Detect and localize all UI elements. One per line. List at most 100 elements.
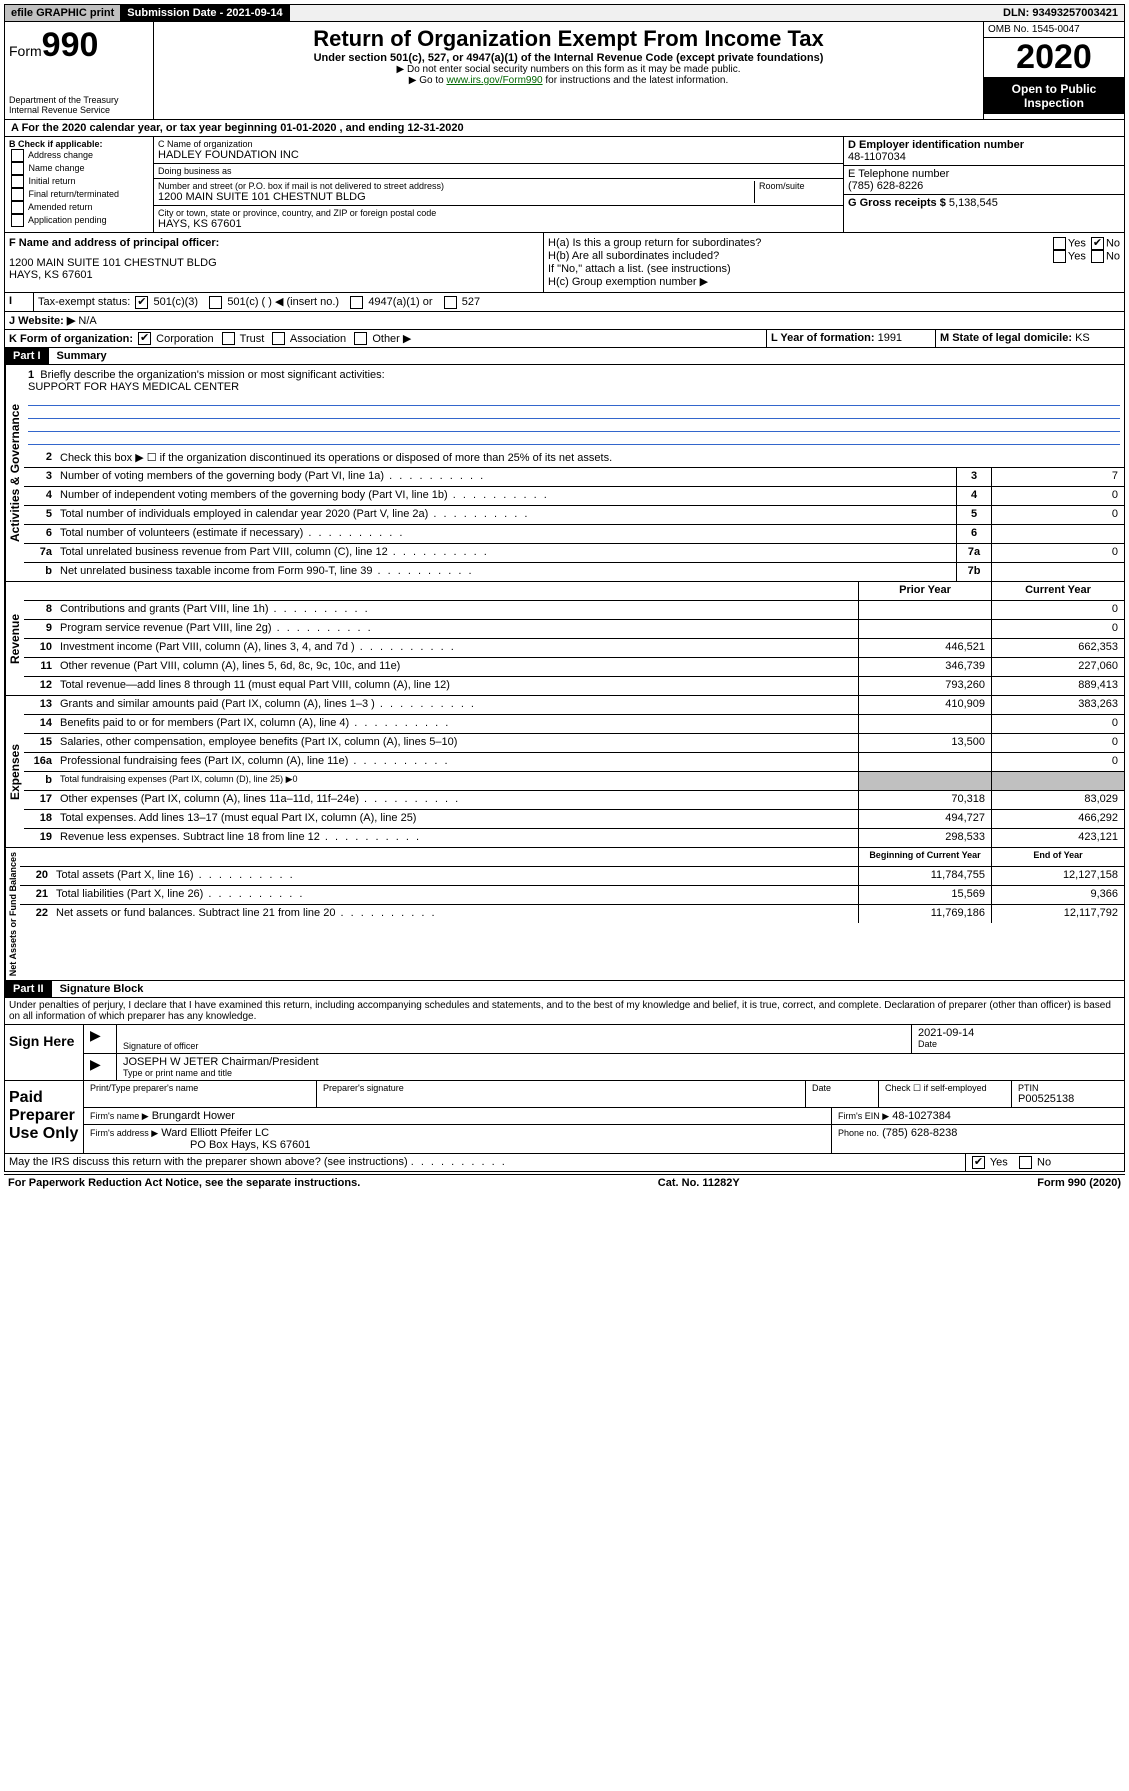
line11-prior: 346,739 [858,658,991,676]
line11-text: Other revenue (Part VIII, column (A), li… [56,658,858,676]
h-a-no-check[interactable] [1091,237,1104,250]
block-b-title: B Check if applicable: [9,139,149,149]
line19-text: Revenue less expenses. Subtract line 18 … [56,829,858,847]
prep-phone-label: Phone no. [838,1128,879,1138]
year-formation: 1991 [878,332,902,344]
part1-title: Summary [49,348,115,364]
line10-current: 662,353 [991,639,1124,657]
line8-prior [858,601,991,619]
org-name-label: C Name of organization [158,139,839,149]
line21-text: Total liabilities (Part X, line 26) [52,886,858,904]
line15-current: 0 [991,734,1124,752]
line11-current: 227,060 [991,658,1124,676]
entity-info-row: B Check if applicable: Address change Na… [4,137,1125,233]
discuss-yes-check[interactable] [972,1156,985,1169]
firm-name: Brungardt Hower [152,1110,235,1122]
line8-text: Contributions and grants (Part VIII, lin… [56,601,858,619]
check-name-change[interactable]: Name change [9,162,149,175]
check-address-change[interactable]: Address change [9,149,149,162]
line20-prior: 11,784,755 [858,867,991,885]
line13-text: Grants and similar amounts paid (Part IX… [56,696,858,714]
website-row: J Website: ▶ N/A [4,312,1125,330]
vlabel-revenue: Revenue [5,582,24,695]
ptin-label: PTIN [1018,1083,1118,1093]
check-application-pending[interactable]: Application pending [9,214,149,227]
check-corporation[interactable] [138,332,151,345]
line4-val: 0 [991,487,1124,505]
form-title: Return of Organization Exempt From Incom… [158,26,979,52]
line9-text: Program service revenue (Part VIII, line… [56,620,858,638]
line16b-text: Total fundraising expenses (Part IX, col… [56,772,858,790]
mission-text: SUPPORT FOR HAYS MEDICAL CENTER [28,381,1120,393]
sig-date: 2021-09-14 [918,1027,1118,1039]
city-label: City or town, state or province, country… [158,208,839,218]
line17-text: Other expenses (Part IX, column (A), lin… [56,791,858,809]
omb-number: OMB No. 1545-0047 [984,22,1124,38]
line14-text: Benefits paid to or for members (Part IX… [56,715,858,733]
tax-year: 2020 [984,38,1124,78]
ein-label: D Employer identification number [848,139,1120,151]
efile-label[interactable]: efile GRAPHIC print [5,5,121,21]
section-a-tax-year: A For the 2020 calendar year, or tax yea… [4,120,1125,137]
vlabel-expenses: Expenses [5,696,24,847]
vlabel-activities: Activities & Governance [5,365,24,581]
firm-ein-label: Firm's EIN ▶ [838,1111,889,1121]
line16b-prior [858,772,991,790]
part2-title: Signature Block [52,981,152,997]
line7a-text: Total unrelated business revenue from Pa… [56,544,956,562]
sign-here-section: Sign Here ▶ Signature of officer 2021-09… [4,1025,1125,1081]
check-initial-return[interactable]: Initial return [9,175,149,188]
line21-prior: 15,569 [858,886,991,904]
line1-text: Briefly describe the organization's miss… [40,369,384,381]
form-org-label: K Form of organization: [9,333,133,345]
firm-addr2: PO Box Hays, KS 67601 [90,1139,825,1151]
form990-link[interactable]: www.irs.gov/Form990 [446,75,542,86]
firm-addr: Ward Elliott Pfeifer LC [161,1127,269,1139]
line19-prior: 298,533 [858,829,991,847]
website-label: J Website: ▶ [9,315,75,327]
tax-exempt-row: I Tax-exempt status: 501(c)(3) 501(c) ( … [4,293,1125,312]
instruction-2: ▶ Go to www.irs.gov/Form990 for instruct… [158,75,979,86]
line13-prior: 410,909 [858,696,991,714]
line9-prior [858,620,991,638]
paperwork-notice: For Paperwork Reduction Act Notice, see … [8,1177,360,1189]
line12-text: Total revenue—add lines 8 through 11 (mu… [56,677,858,695]
prep-name-label: Print/Type preparer's name [90,1083,310,1093]
form-label-footer: Form 990 (2020) [1037,1177,1121,1189]
line6-text: Total number of volunteers (estimate if … [56,525,956,543]
line17-prior: 70,318 [858,791,991,809]
line17-current: 83,029 [991,791,1124,809]
officer-addr1: 1200 MAIN SUITE 101 CHESTNUT BLDG [9,257,539,269]
line8-current: 0 [991,601,1124,619]
line14-current: 0 [991,715,1124,733]
line21-current: 9,366 [991,886,1124,904]
check-final-return[interactable]: Final return/terminated [9,188,149,201]
line9-current: 0 [991,620,1124,638]
begin-year-header: Beginning of Current Year [858,848,991,866]
block-h-group: H(a) Is this a group return for subordin… [544,233,1124,292]
line5-val: 0 [991,506,1124,524]
dln-label: DLN: 93493257003421 [997,5,1124,21]
dept-label: Department of the Treasury [9,95,149,105]
check-amended-return[interactable]: Amended return [9,201,149,214]
date-label: Date [918,1039,1118,1049]
line16b-current [991,772,1124,790]
line7b-val [991,563,1124,581]
check-self-employed[interactable]: Check ☐ if self-employed [885,1083,1005,1094]
open-public-badge: Open to Public Inspection [984,78,1124,114]
part2-label: Part II [5,981,52,997]
current-year-header: Current Year [991,582,1124,600]
line20-text: Total assets (Part X, line 16) [52,867,858,885]
phone-label: E Telephone number [848,168,1120,180]
vlabel-net-assets: Net Assets or Fund Balances [5,848,20,980]
line4-text: Number of independent voting members of … [56,487,956,505]
addr-label: Number and street (or P.O. box if mail i… [158,181,754,191]
part1-header: Part I Summary [4,348,1125,365]
officer-label: F Name and address of principal officer: [9,237,539,249]
line18-text: Total expenses. Add lines 13–17 (must eq… [56,810,858,828]
discuss-row: May the IRS discuss this return with the… [4,1154,1125,1172]
block-de: D Employer identification number 48-1107… [844,137,1124,232]
check-501c3[interactable] [135,296,148,309]
prior-year-header: Prior Year [858,582,991,600]
line12-prior: 793,260 [858,677,991,695]
